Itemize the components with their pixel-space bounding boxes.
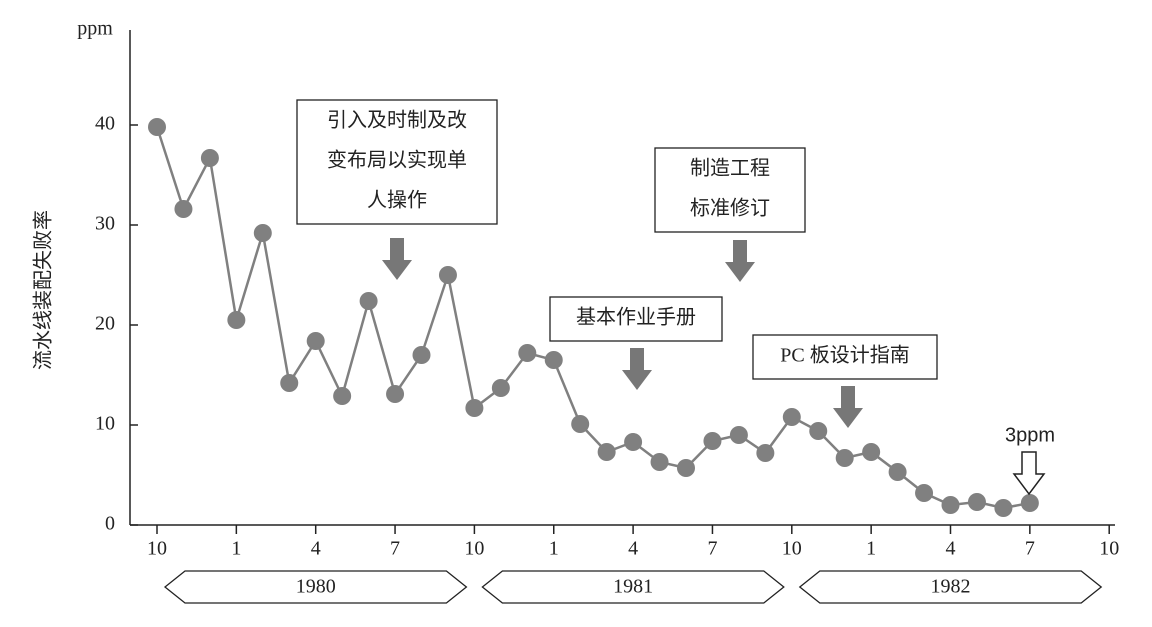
year-band bbox=[163, 570, 468, 604]
point bbox=[597, 443, 616, 461]
arrow bbox=[1012, 451, 1046, 496]
y-tick-label: 40 bbox=[95, 113, 115, 135]
annotation-text: PC 板设计指南 bbox=[780, 344, 909, 367]
annotation-text: 引入及时制及改 bbox=[327, 109, 467, 132]
point bbox=[148, 118, 166, 136]
point bbox=[227, 311, 246, 329]
point bbox=[809, 422, 828, 440]
y-tick-label: 30 bbox=[95, 213, 115, 235]
point bbox=[491, 379, 510, 397]
year-band bbox=[481, 570, 785, 604]
annotation-text: 变布局以实现单 bbox=[327, 149, 467, 172]
year-band-label: 1980 bbox=[296, 576, 336, 598]
point bbox=[386, 385, 405, 403]
x-tick-label: 7 bbox=[1025, 538, 1035, 560]
point bbox=[677, 459, 695, 477]
x-tick-label: 7 bbox=[390, 538, 400, 560]
y-unit: ppm bbox=[77, 18, 113, 40]
x-tick-label: 4 bbox=[946, 538, 956, 560]
point bbox=[835, 449, 854, 467]
point bbox=[518, 344, 537, 362]
point bbox=[756, 444, 775, 462]
y-tick-label: 10 bbox=[95, 413, 115, 435]
point bbox=[333, 387, 352, 405]
x-tick-label: 10 bbox=[464, 538, 484, 560]
x-tick-label: 4 bbox=[311, 538, 321, 560]
y-axis-label: 流水线装配失败率 bbox=[32, 210, 55, 370]
line bbox=[155, 126, 1031, 510]
x-tick-label: 10 bbox=[1099, 538, 1119, 560]
annotation-box bbox=[549, 296, 723, 342]
point bbox=[1020, 494, 1039, 512]
point bbox=[359, 292, 378, 310]
annotation-box bbox=[654, 147, 806, 233]
point bbox=[888, 463, 907, 481]
x-tick-label: 10 bbox=[147, 538, 167, 560]
annotation-text: 基本作业手册 bbox=[576, 306, 696, 329]
annotation-box bbox=[296, 99, 498, 225]
point bbox=[782, 408, 801, 426]
y-tick-label: 20 bbox=[95, 313, 115, 335]
x-tick-label: 10 bbox=[782, 538, 802, 560]
point bbox=[306, 332, 325, 350]
callout: 3ppm bbox=[1005, 424, 1055, 446]
point bbox=[941, 496, 960, 514]
point bbox=[438, 266, 457, 284]
point bbox=[544, 351, 563, 369]
point bbox=[862, 443, 881, 461]
point bbox=[200, 149, 219, 167]
point bbox=[174, 200, 193, 218]
point bbox=[915, 484, 934, 502]
arrow bbox=[622, 348, 652, 390]
point bbox=[994, 499, 1013, 517]
annotation-text: 标准修订 bbox=[690, 197, 770, 220]
point bbox=[967, 493, 986, 511]
x-tick-label: 7 bbox=[707, 538, 717, 560]
point bbox=[280, 374, 299, 392]
annotation-text: 人操作 bbox=[367, 189, 427, 212]
point bbox=[412, 346, 431, 364]
annotation-text: 制造工程 bbox=[690, 157, 770, 180]
point bbox=[624, 433, 643, 451]
point bbox=[465, 399, 484, 417]
x-tick-label: 1 bbox=[549, 538, 559, 560]
x-tick-label: 1 bbox=[231, 538, 241, 560]
point bbox=[650, 453, 669, 471]
point bbox=[703, 432, 722, 450]
arrow bbox=[382, 238, 412, 280]
year-band-label: 1982 bbox=[931, 576, 971, 598]
year-band-label: 1981 bbox=[613, 576, 653, 598]
year-band bbox=[798, 570, 1103, 604]
annotation-box bbox=[752, 334, 938, 380]
point bbox=[571, 415, 590, 433]
arrow bbox=[725, 240, 755, 282]
point bbox=[729, 426, 748, 444]
y-tick-label: 0 bbox=[105, 513, 115, 535]
x-tick-label: 4 bbox=[628, 538, 638, 560]
point bbox=[253, 224, 272, 242]
x-tick-label: 1 bbox=[866, 538, 876, 560]
arrow bbox=[833, 386, 863, 428]
